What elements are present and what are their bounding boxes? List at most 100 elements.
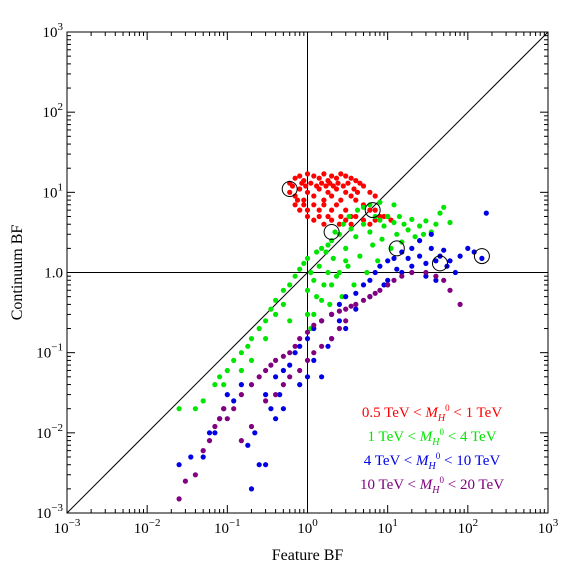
data-point [263,336,269,342]
data-point [263,318,269,324]
data-point [360,183,367,189]
data-point [360,297,367,303]
data-point [343,325,349,332]
data-point [329,282,335,288]
data-point [221,406,227,412]
data-point [299,180,305,186]
data-point [319,245,325,251]
data-point [311,193,317,199]
data-point [327,301,333,307]
data-point [391,255,397,261]
data-point [377,263,383,269]
data-point [325,189,331,195]
data-point [338,197,344,203]
data-point [304,213,311,220]
data-point [256,325,262,332]
data-point [412,234,418,240]
data-point [273,374,279,380]
data-point [372,269,378,276]
data-point [336,308,342,314]
highlight-ring [432,255,448,272]
data-point [297,266,303,272]
x-tick-label: 10−2 [134,517,161,537]
x-tick-label: 10−1 [214,517,241,537]
data-point [423,273,429,279]
data-point [321,171,327,177]
data-point [280,353,286,359]
data-point [188,454,194,460]
data-point [360,221,367,227]
data-point [441,247,447,253]
y-tick-label: 101 [43,181,64,201]
data-point [268,406,274,412]
data-point [311,322,317,328]
data-point [367,221,373,227]
data-point [348,303,354,309]
x-axis-label: Feature BF [272,547,344,564]
data-point [224,367,230,374]
data-point [308,269,314,276]
data-point [336,301,342,307]
data-point [325,242,331,248]
series-1 [176,199,453,412]
data-point [372,193,378,199]
data-point [417,223,423,229]
data-point [471,249,477,255]
data-point [192,472,198,478]
data-point [273,297,279,303]
highlight-ring [281,181,298,197]
data-point [311,277,317,283]
data-point [353,301,359,307]
data-point [339,294,345,300]
data-point [428,231,434,237]
data-point [294,197,301,203]
data-point [433,221,439,227]
data-point [385,258,391,264]
y-tick-label: 103 [43,21,64,41]
data-point [287,318,293,324]
data-point [483,210,489,216]
data-point [348,193,354,199]
data-point [409,269,415,276]
highlight-ring [364,202,381,219]
data-point [385,282,391,288]
data-point [396,213,402,220]
data-point [176,496,182,502]
data-point [248,336,255,342]
x-tick-label: 103 [538,517,559,537]
data-point [336,318,342,324]
data-point [273,416,279,422]
data-point [231,357,237,363]
data-point [377,217,383,223]
data-point [248,382,255,388]
data-point [343,173,349,179]
data-point [336,221,342,227]
data-point [423,218,429,224]
data-point [372,290,378,296]
data-point [212,423,218,430]
data-point [200,454,206,460]
highlight-ring [473,248,490,265]
data-point [348,175,354,181]
data-point [280,287,286,293]
tick-labels: 10−3 10−2 10−1 100 101 102 103 10−3 10−2 10−1 1.0 1… [36,21,558,537]
data-point [231,406,237,412]
data-point [420,231,427,237]
data-point [340,183,346,189]
series-3 [176,269,463,502]
data-point [206,438,213,444]
data-point [287,362,293,368]
data-point [314,294,320,300]
data-point [338,171,344,177]
data-point [367,277,373,283]
data-point [409,263,415,269]
data-point [263,462,269,468]
data-point [353,234,359,240]
data-point [238,392,244,398]
y-tick-label: 10−3 [36,502,63,522]
data-point [263,392,269,398]
data-point [351,282,357,288]
data-point [287,189,293,195]
y-axis-label: Continuum BF [9,225,26,321]
x-tick-label: 100 [297,517,318,537]
